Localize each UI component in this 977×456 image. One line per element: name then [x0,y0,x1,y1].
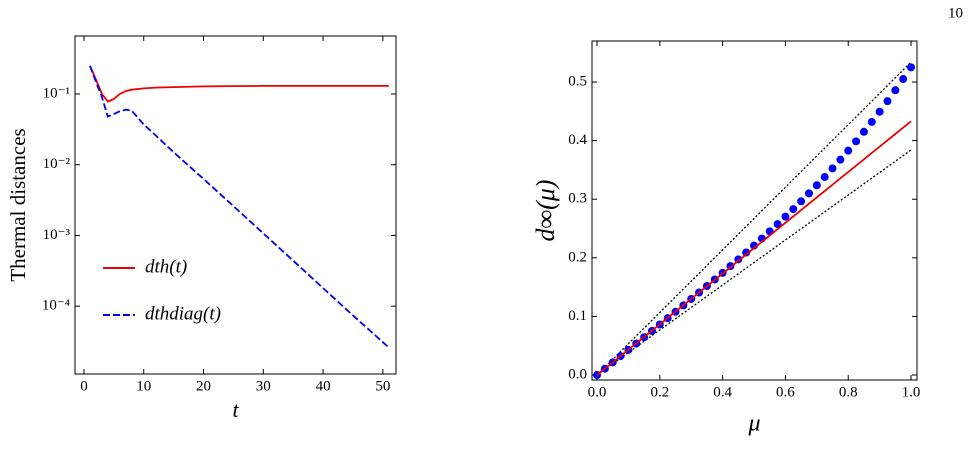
y-tick-label: 10⁻³ [43,227,71,243]
data-point [820,172,829,181]
x-tick-label: 0.8 [839,384,858,400]
x-tick-label: 0 [80,378,88,394]
plot-frame [591,40,918,381]
data-point [781,212,790,221]
data-point [836,155,845,164]
y-tick-label: 10⁻⁴ [42,298,70,314]
x-tick-label: 1.0 [902,384,921,400]
data-line [596,149,912,376]
y-tick-label: 0.5 [568,73,587,89]
x-axis-label: μ [747,411,760,437]
legend-label: dth(t) [145,256,187,277]
data-point [867,117,876,126]
y-axis-label: d∞(μ) [531,180,560,242]
data-line [89,65,390,349]
plot-frame [74,35,397,375]
x-axis-label: t [232,397,239,422]
data-point [859,127,868,136]
data-point [804,189,813,198]
x-tick-label: 0.6 [776,384,795,400]
data-point [883,97,892,106]
x-tick-label: 0.0 [588,384,607,400]
x-tick-label: 50 [375,378,390,394]
x-tick-label: 20 [196,378,211,394]
y-tick-label: 10⁻² [43,156,71,172]
page-number: 10 [948,5,963,21]
y-tick-label: 0.4 [568,132,587,148]
y-tick-label: 0.1 [568,308,587,324]
data-point [828,164,837,173]
data-point [797,197,806,206]
data-line [596,61,912,376]
x-tick-label: 40 [316,378,331,394]
data-point [891,86,900,95]
x-tick-label: 10 [136,378,151,394]
legend-label: dthdiag(t) [145,303,221,324]
y-tick-label: 0.0 [568,366,587,382]
data-line [89,65,389,103]
x-tick-label: 0.2 [650,384,669,400]
data-point [852,137,861,146]
y-tick-label: 10⁻¹ [43,85,70,101]
data-point [742,248,751,257]
y-axis-label: Thermal distances [6,128,30,281]
data-point [773,220,782,229]
data-line [596,120,912,376]
data-point [875,107,884,116]
x-tick-label: 30 [256,378,271,394]
y-tick-label: 0.3 [568,191,587,207]
x-tick-label: 0.4 [713,384,732,400]
data-point [899,75,908,84]
data-point [844,146,853,155]
y-tick-label: 0.2 [568,249,587,265]
data-point [789,205,798,214]
data-point [907,63,916,72]
data-point [812,181,821,190]
